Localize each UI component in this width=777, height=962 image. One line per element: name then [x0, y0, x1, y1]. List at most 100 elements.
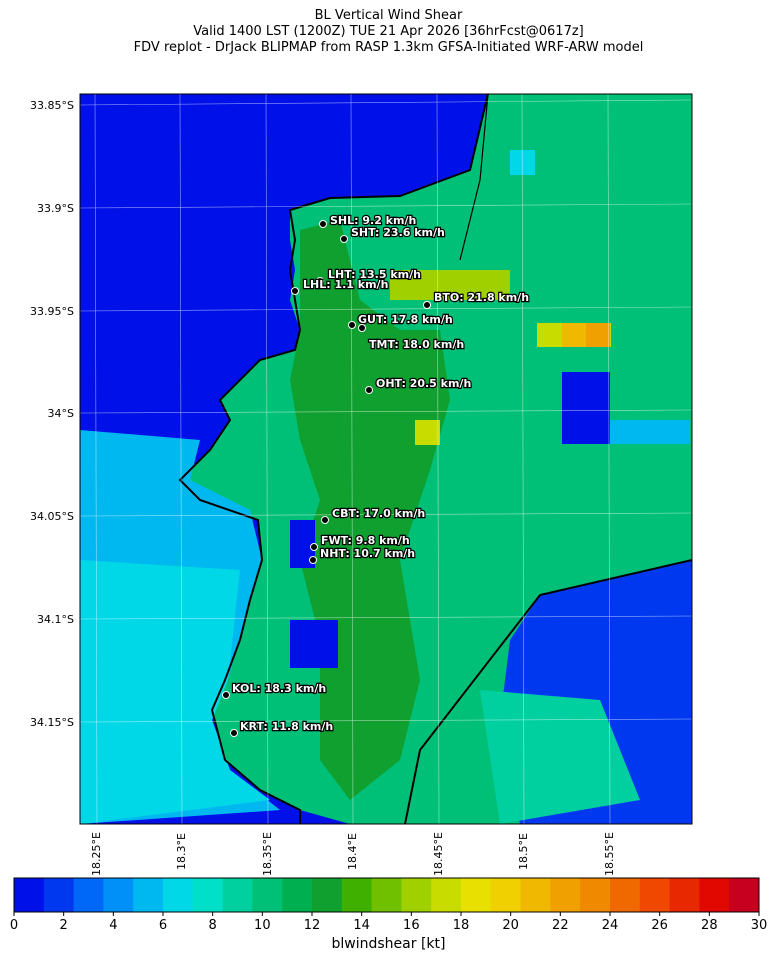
title-line-3: FDV replot - DrJack BLIPMAP from RASP 1.… [133, 40, 644, 55]
shear-cell-oht [415, 420, 440, 445]
lat-tick: 34.15°S [30, 716, 74, 729]
station-label: KOL: 18.3 km/h [232, 682, 326, 695]
colorbar-segment [192, 878, 224, 912]
low-shear-east [562, 372, 610, 444]
station-marker [348, 321, 356, 329]
coastal-west-inner [80, 560, 270, 824]
colorbar-tick-label: 8 [208, 918, 217, 933]
lat-tick: 33.9°S [37, 202, 74, 215]
colorbar-tick-label: 10 [254, 918, 271, 933]
colorbar-tick-label: 18 [452, 918, 470, 933]
low-shear-east-2 [610, 420, 690, 444]
lon-tick: 18.5°E [517, 833, 530, 870]
lon-tick: 18.55°E [603, 832, 616, 876]
colorbar-segment [282, 878, 313, 912]
colorbar-frame [13, 877, 760, 913]
station-label: NHT: 10.7 km/h [320, 547, 415, 560]
colorbar-tick-label: 22 [552, 918, 569, 933]
station-label: CBT: 17.0 km/h [332, 507, 425, 520]
station-label: LHL: 1.1 km/h [303, 278, 388, 291]
lat-tick: 33.85°S [30, 99, 74, 112]
colorbar-segment [341, 878, 373, 912]
colorbar-tick-label: 26 [651, 918, 668, 933]
colorbar-segment [252, 878, 283, 912]
station-label: FWT: 9.8 km/h [321, 534, 410, 547]
colorbar-segment [312, 878, 343, 912]
colorbar-segment [163, 878, 194, 912]
title-line-2: Valid 1400 LST (1200Z) TUE 21 Apr 2026 [… [193, 24, 584, 39]
station-label: KRT: 11.8 km/h [240, 720, 333, 733]
station-marker [309, 556, 317, 564]
colorbar-label: blwindshear [kt] [331, 936, 446, 952]
shear-max-cell [562, 323, 586, 347]
lon-tick: 18.3°E [175, 833, 188, 870]
shear-band-north [390, 270, 510, 300]
station-label: OHT: 20.5 km/h [376, 377, 471, 390]
graticule [80, 94, 692, 824]
colorbar-segment [550, 878, 581, 912]
lon-tick: 18.25°E [90, 832, 103, 876]
lon-tick: 18.4°E [346, 833, 359, 870]
lon-tick: 18.35°E [261, 832, 274, 876]
colorbar-tick-label: 28 [701, 918, 718, 933]
figure-title: BL Vertical Wind Shear Valid 1400 LST (1… [0, 8, 777, 56]
shear-max-cell-2 [586, 323, 610, 347]
colorbar-segment [43, 878, 75, 912]
station-marker [316, 277, 324, 285]
colorbar-tick-label: 24 [601, 918, 619, 933]
colorbar [13, 877, 760, 916]
colorbar-segment [699, 878, 730, 912]
lat-tick: 33.95°S [30, 305, 74, 318]
coastline [178, 94, 489, 824]
colorbar-tick-label: 4 [109, 918, 118, 933]
colorbar-segment [639, 878, 671, 912]
colorbar-segment [431, 878, 462, 912]
colorbar-tick-label: 2 [59, 918, 68, 933]
station-label: TMT: 18.0 km/h [369, 338, 464, 351]
map-area [80, 94, 692, 824]
station-label: GUT: 17.8 km/h [358, 313, 453, 326]
low-shear-south [290, 620, 338, 668]
colorbar-tick-label: 20 [502, 918, 519, 933]
colorbar-tick-label: 14 [353, 918, 370, 933]
map-frame [79, 93, 693, 825]
title-line-1: BL Vertical Wind Shear [314, 8, 463, 23]
lat-tick: 34°S [47, 407, 74, 420]
colorbar-tick-label: 0 [9, 918, 19, 933]
lat-tick: 34.1°S [37, 613, 74, 626]
station-marker [310, 543, 318, 551]
colorbar-segment [610, 878, 641, 912]
false-bay-shelf [480, 690, 640, 824]
station-label: SHT: 23.6 km/h [351, 226, 445, 239]
colorbar-segment [133, 878, 164, 912]
station-marker [291, 287, 299, 295]
colorbar-segment [669, 878, 700, 912]
station-marker [358, 324, 366, 332]
station-marker [222, 691, 230, 699]
colorbar-segment [729, 878, 760, 912]
colorbar-segment [222, 878, 253, 912]
station-label: BTO: 21.8 km/h [434, 291, 529, 304]
colorbar-segment [490, 878, 522, 912]
station-marker [340, 235, 348, 243]
false-bay-coast [404, 559, 692, 824]
station-marker [365, 386, 373, 394]
station-marker [230, 729, 238, 737]
station-label: LHT: 13.5 km/h [328, 268, 421, 281]
colorbar-tick-label: 12 [303, 918, 321, 933]
colorbar-segment [580, 878, 611, 912]
station-marker [319, 220, 327, 228]
station-marker [321, 516, 329, 524]
colorbar-tick-label: 6 [158, 918, 168, 933]
colorbar-segment [401, 878, 432, 912]
colorbar-segment [371, 878, 402, 912]
lon-tick: 18.45°E [432, 832, 445, 876]
station-marker [423, 301, 431, 309]
colorbar-segment [73, 878, 104, 912]
colorbar-tick-label: 30 [750, 918, 768, 933]
station-label: SHL: 9.2 km/h [330, 214, 416, 227]
colorbar-segment [461, 878, 492, 912]
boundary-line [459, 94, 489, 261]
